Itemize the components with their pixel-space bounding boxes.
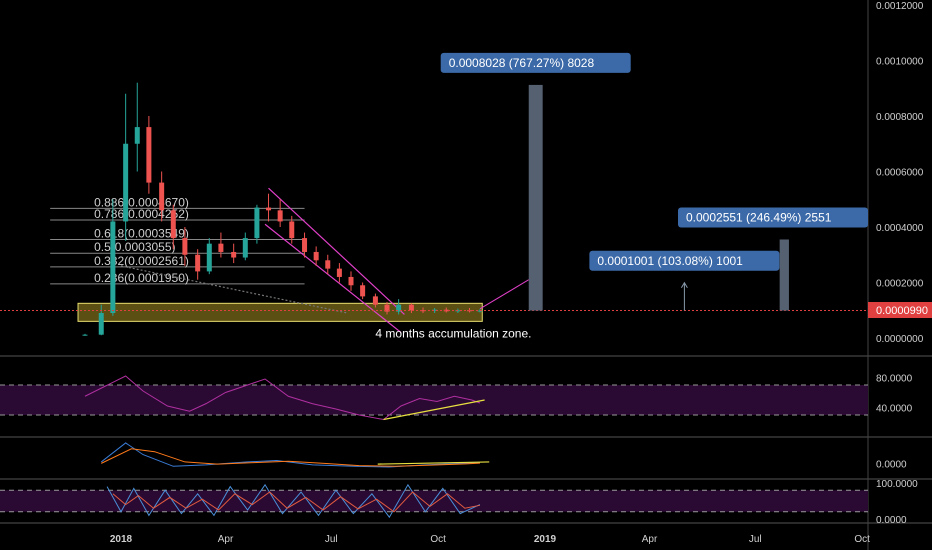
candle-body (231, 251, 237, 258)
channel-upper-line (268, 187, 405, 315)
time-tick-label: Jul (325, 534, 338, 545)
macd-panel (100, 442, 490, 468)
callout-label: 0.0008028 (767.27%) 8028 (449, 56, 595, 70)
candle-body (123, 143, 129, 222)
time-tick-label: Oct (854, 534, 870, 545)
current-price-tag-bg (868, 302, 932, 318)
candle-body (302, 238, 308, 252)
channel-lower-line (264, 223, 402, 333)
target-bar (779, 239, 789, 311)
candle-body (98, 313, 104, 335)
target-arrow-head (680, 281, 688, 289)
candle-body (266, 207, 272, 211)
trend-lines (120, 187, 529, 333)
candle-body (277, 210, 283, 222)
callout-box (589, 250, 780, 271)
accumulation-zone-box (77, 302, 483, 322)
fib-level-label: 0.5(0.0003055) (94, 240, 175, 254)
stochastic-panel (0, 483, 868, 519)
fib-level-label: 0.382(0.0002561) (94, 254, 189, 268)
candle-body (218, 243, 224, 252)
candle-body (146, 127, 152, 183)
time-axis[interactable]: 2018 Apr Jul Oct 2019 Apr Jul Oct (110, 534, 870, 545)
price-tick-label: 0.0008000 (876, 112, 924, 123)
rsi-line (84, 375, 481, 421)
fib-level-label: 0.786(0.0004252) (94, 207, 189, 221)
dotted-trend-line (120, 265, 348, 314)
price-tick-label: 0.0000000 (876, 334, 924, 345)
callout-box (440, 52, 631, 73)
macd-trend-line (377, 461, 490, 465)
current-price-tag-label: 0.0000990 (876, 305, 928, 317)
current-price-tag: 0.0000990 (868, 302, 932, 318)
candle-body (396, 304, 402, 312)
candle-body (384, 304, 390, 312)
projection-arrow (479, 279, 529, 310)
signal-line (101, 448, 480, 467)
rsi-band (0, 385, 868, 415)
price-tick-label: 0.0002000 (876, 279, 924, 290)
candlestick-series (82, 82, 483, 336)
stoch-d-line (112, 491, 481, 513)
rsi-panel (0, 375, 868, 421)
candle-body (325, 260, 331, 269)
time-tick-label: 2019 (534, 534, 557, 545)
candle-body (432, 309, 438, 311)
candle-body (289, 221, 295, 239)
time-tick-label: Apr (642, 534, 658, 545)
candle-body (420, 310, 426, 312)
candle-body (82, 334, 88, 336)
rsi-tick-label: 40.0000 (876, 404, 913, 415)
price-tick-label: 0.0006000 (876, 168, 924, 179)
candle-body (408, 304, 414, 311)
callout-label: 0.0002551 (246.49%) 2551 (686, 210, 832, 224)
price-tick-label: 0.0010000 (876, 57, 924, 68)
candle-body (110, 221, 116, 314)
rsi-tick-label: 80.0000 (876, 374, 913, 385)
stoch-tick-label: 100.0000 (876, 479, 918, 490)
candle-body (443, 309, 449, 312)
macd-tick-label: 0.0000 (876, 459, 907, 470)
candle-body (372, 296, 378, 305)
accumulation-zone-label: 4 months accumulation zone. (375, 326, 531, 340)
price-tick-label: 0.0004000 (876, 223, 924, 234)
candle-body (254, 207, 260, 239)
price-axis[interactable]: 0.0012000 0.0010000 0.0008000 0.0006000 0.00… (876, 1, 924, 526)
time-tick-label: 2018 (110, 534, 133, 545)
candle-body (360, 285, 366, 297)
callout-label: 0.0001001 (103.08%) 1001 (597, 254, 743, 268)
candle-body (336, 268, 342, 277)
candle-body (242, 238, 248, 258)
stoch-k-line (106, 483, 481, 519)
price-tick-label: 0.0012000 (876, 1, 924, 12)
candle-body (206, 243, 212, 272)
candle-body (170, 210, 176, 239)
accumulation-zone (77, 302, 483, 322)
candle-body (159, 182, 165, 211)
candle-body (348, 276, 354, 286)
time-tick-label: Apr (218, 534, 234, 545)
fib-level-label: 0.236(0.0001950) (94, 271, 189, 285)
candle-body (477, 310, 483, 312)
time-tick-label: Jul (749, 534, 762, 545)
rsi-divergence-line (383, 399, 485, 421)
fib-level-label: 0.886(0.0004670) (94, 195, 189, 209)
stoch-tick-label: 0.0000 (876, 515, 907, 526)
candle-body (134, 127, 140, 144)
fib-level-label: 0.618(0.0003549) (94, 227, 189, 241)
price-callouts: 0.0008028 (767.27%) 8028 0.0001001 (103.0… (440, 52, 868, 311)
candle-body (195, 254, 201, 272)
callout-box (678, 207, 868, 228)
candle-body (182, 238, 188, 255)
time-tick-label: Oct (430, 534, 446, 545)
target-bar (528, 84, 543, 311)
candle-body (313, 251, 319, 261)
